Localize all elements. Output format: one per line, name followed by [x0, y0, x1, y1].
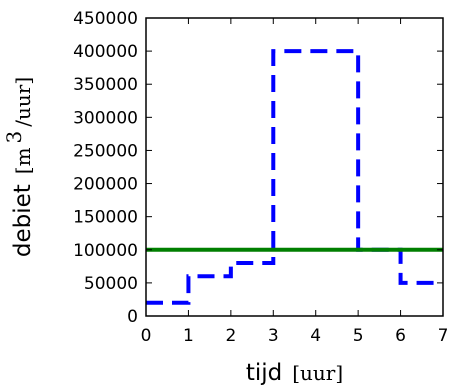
- y-tick-label: 250000: [73, 141, 138, 161]
- y-tick-label: 50000: [84, 274, 138, 294]
- x-axis-label-text: tijd: [246, 360, 282, 386]
- x-tick-label: 2: [225, 326, 236, 346]
- plot-frame: [145, 17, 444, 317]
- y-tick-label: 200000: [73, 175, 138, 195]
- y-tick-label: 100000: [73, 241, 138, 261]
- x-axis-label: tijd [uur]: [246, 360, 343, 386]
- ticks-layer: 0 1 2 3 4 5 6 7 0 50000 100000 150000 200000 250000 30…: [73, 9, 448, 346]
- y-axis-unit-close: /uur]: [11, 77, 35, 127]
- x-tick-label: 5: [353, 326, 364, 346]
- x-tick-label: 3: [268, 326, 279, 346]
- y-tick-label: 150000: [73, 208, 138, 228]
- y-axis-label: debiet [m 3 /uur]: [2, 77, 36, 257]
- y-tick-label: 450000: [73, 9, 138, 29]
- x-tick-label: 7: [438, 326, 449, 346]
- x-axis-unit: [uur]: [292, 361, 343, 385]
- y-axis-unit-superscript: 3: [2, 131, 26, 144]
- y-tick-label: 350000: [73, 75, 138, 95]
- y-axis-label-text: debiet: [10, 184, 36, 257]
- series-step-line: [146, 49, 443, 305]
- y-tick-label: 400000: [73, 42, 138, 62]
- y-tick-label: 0: [127, 307, 138, 327]
- y-axis-unit-open: [m: [11, 147, 35, 174]
- y-tick-label: 300000: [73, 108, 138, 128]
- x-tick-label: 0: [141, 326, 152, 346]
- x-tick-label: 1: [183, 326, 194, 346]
- x-tick-label: 4: [310, 326, 321, 346]
- series-layer: [146, 49, 443, 305]
- x-tick-label: 6: [395, 326, 406, 346]
